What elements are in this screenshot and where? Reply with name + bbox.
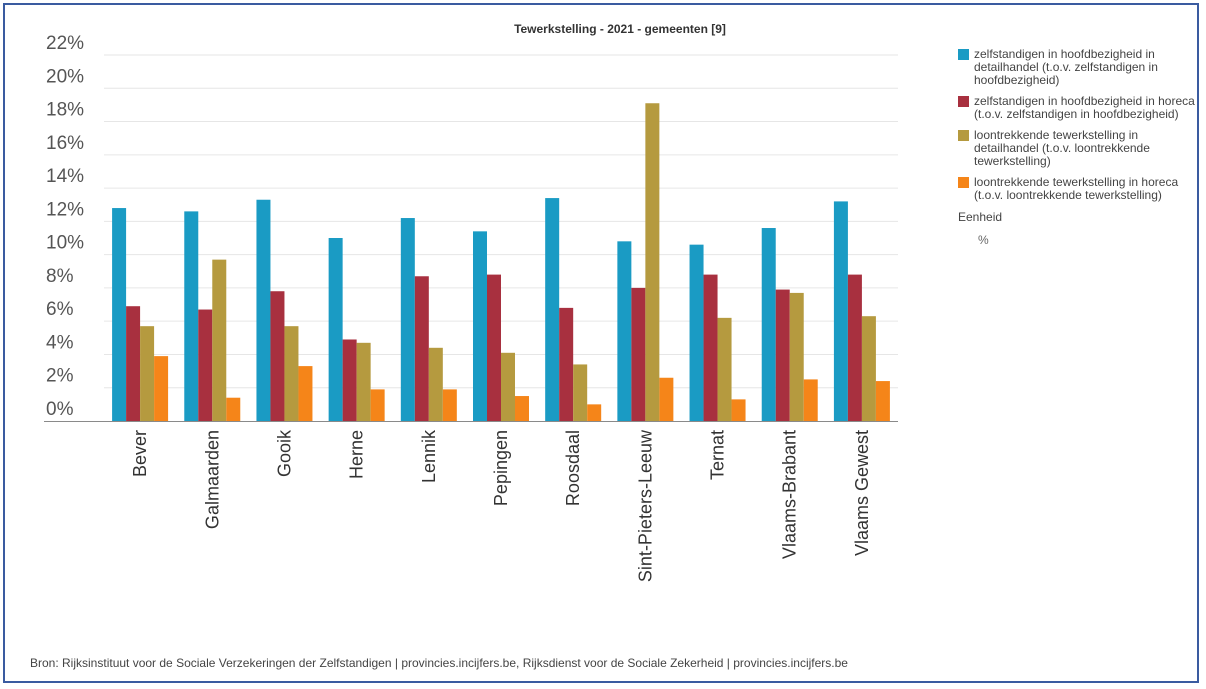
y-tick-label: 18%	[46, 100, 84, 121]
bar	[501, 352, 515, 421]
bar	[833, 201, 848, 421]
bar	[689, 244, 704, 421]
legend-swatch	[958, 96, 969, 107]
bar	[473, 231, 487, 421]
x-tick-label: Roosdaal	[563, 430, 583, 506]
legend-label: loontrekkende tewerkstelling in detailha…	[974, 128, 1150, 168]
bar	[731, 399, 746, 421]
y-tick-label: 2%	[46, 366, 74, 387]
legend-swatch	[958, 177, 969, 188]
bar	[154, 356, 169, 421]
bar	[270, 291, 285, 421]
bar	[370, 389, 385, 421]
y-tick-label: 0%	[46, 399, 74, 420]
legend-item-horeca-loontrekkend[interactable]: loontrekkende tewerkstelling in horeca (…	[958, 176, 1198, 202]
bar	[617, 241, 632, 421]
bar	[226, 397, 241, 421]
bar	[717, 317, 732, 421]
y-tick-label: 6%	[46, 299, 74, 320]
bar	[442, 389, 457, 421]
bar	[775, 289, 790, 421]
unit-value: %	[978, 233, 989, 247]
y-tick-label: 14%	[46, 166, 84, 187]
x-tick-label: Pepingen	[491, 430, 511, 506]
bar	[545, 198, 560, 421]
bar	[861, 316, 876, 421]
bar	[515, 396, 529, 421]
bar	[328, 238, 343, 421]
bar	[487, 274, 501, 421]
bar	[761, 228, 776, 421]
y-tick-label: 22%	[46, 33, 84, 54]
y-tick-label: 16%	[46, 133, 84, 154]
bar	[400, 218, 415, 421]
x-tick-label: Sint-Pieters-Leeuw	[635, 429, 655, 582]
y-tick-label: 12%	[46, 199, 84, 220]
y-tick-label: 20%	[46, 66, 84, 87]
x-tick-label: Ternat	[708, 430, 728, 480]
bar	[587, 404, 602, 421]
bar	[414, 276, 429, 421]
legend-item-detailhandel-loontrekkend[interactable]: loontrekkende tewerkstelling in detailha…	[958, 129, 1198, 168]
unit-title: Eenheid	[958, 210, 1003, 224]
bar	[298, 366, 313, 421]
bar	[428, 347, 443, 421]
bar	[631, 287, 646, 421]
x-tick-label: Bever	[130, 430, 150, 477]
legend-label: loontrekkende tewerkstelling in horeca (…	[974, 175, 1179, 202]
bar	[256, 199, 271, 421]
legend: zelfstandigen in hoofdbezigheid in detai…	[958, 48, 1198, 247]
bar	[847, 274, 862, 421]
legend-label: zelfstandigen in hoofdbezigheid in horec…	[974, 94, 1195, 121]
bar	[789, 292, 804, 421]
bar	[112, 208, 127, 421]
bar	[875, 381, 890, 421]
x-tick-label: Gooik	[274, 429, 294, 477]
legend-swatch	[958, 130, 969, 141]
chart-title: Tewerkstelling - 2021 - gemeenten [9]	[514, 22, 726, 36]
legend-item-detailhandel-zelfstandigen[interactable]: zelfstandigen in hoofdbezigheid in detai…	[958, 48, 1198, 87]
x-tick-label: Lennik	[419, 429, 439, 483]
bar	[659, 377, 674, 421]
bar	[198, 309, 213, 421]
bar	[342, 339, 357, 421]
bar	[803, 379, 818, 421]
bar	[356, 342, 371, 421]
x-tick-label: Herne	[347, 430, 367, 479]
legend-label: zelfstandigen in hoofdbezigheid in detai…	[974, 47, 1158, 87]
bar	[284, 326, 299, 421]
y-tick-label: 4%	[46, 332, 74, 353]
bar	[645, 103, 660, 421]
bar	[184, 211, 199, 421]
bar	[140, 326, 155, 421]
x-tick-label: Galmaarden	[202, 430, 222, 529]
bar	[573, 364, 588, 421]
bar	[126, 306, 141, 421]
chart-frame	[3, 3, 1199, 683]
source-note: Bron: Rijksinstituut voor de Sociale Ver…	[30, 656, 848, 670]
y-tick-label: 8%	[46, 266, 74, 287]
legend-swatch	[958, 49, 969, 60]
bar	[703, 274, 718, 421]
x-tick-label: Vlaams-Brabant	[780, 430, 800, 559]
bar	[212, 259, 227, 421]
x-tick-label: Vlaams Gewest	[852, 430, 872, 556]
y-tick-label: 10%	[46, 233, 84, 254]
bar	[559, 307, 574, 421]
legend-item-horeca-zelfstandigen[interactable]: zelfstandigen in hoofdbezigheid in horec…	[958, 95, 1198, 121]
